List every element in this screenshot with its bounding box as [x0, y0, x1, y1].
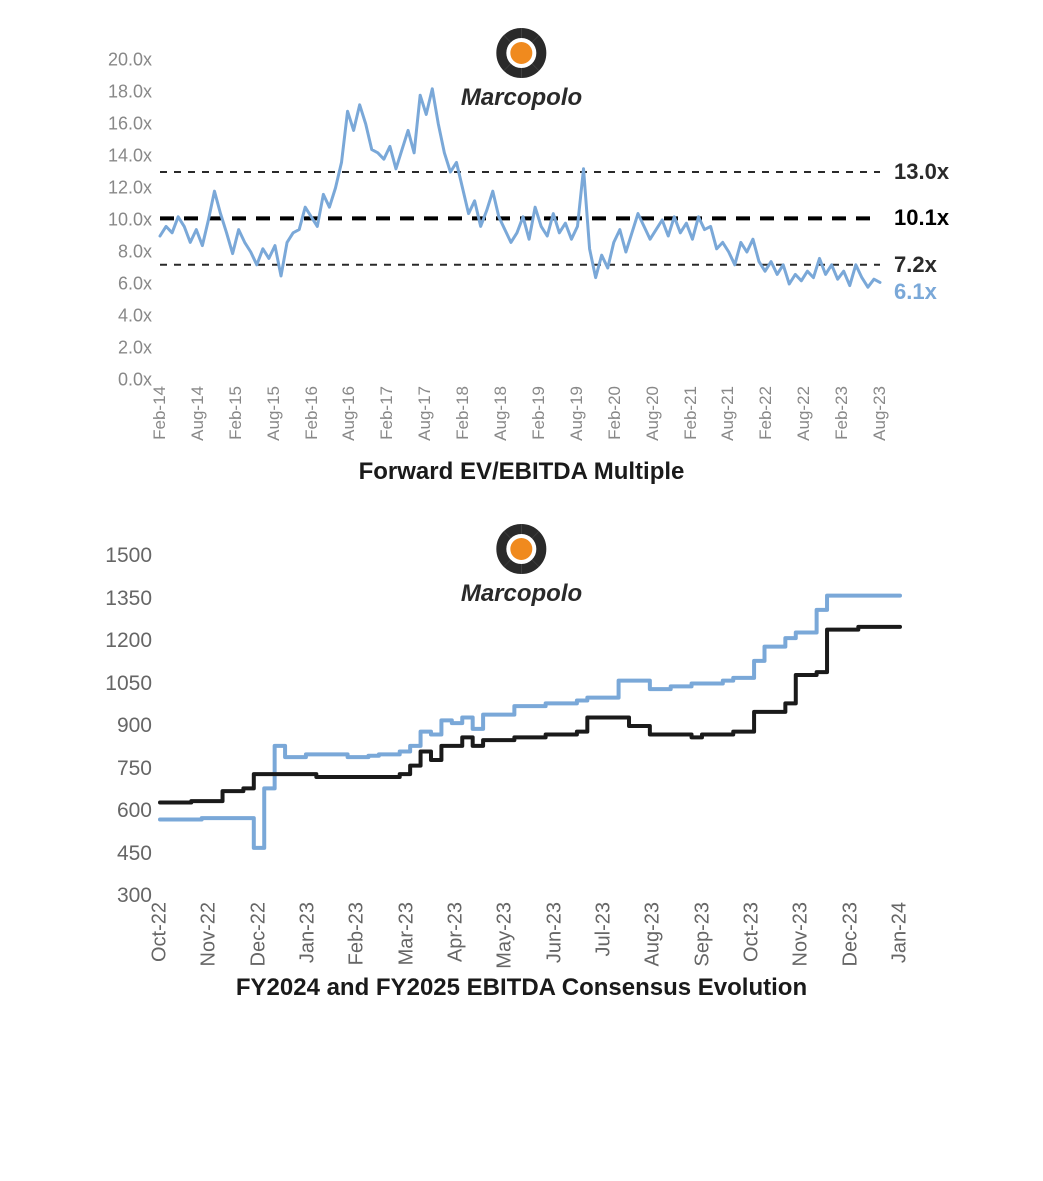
- y-tick: 450: [117, 842, 152, 866]
- logo-chart-2: Marcopolo: [461, 522, 582, 608]
- y-tick: 900: [117, 714, 152, 738]
- y-tick: 10.0x: [108, 210, 152, 231]
- y-tick: 1200: [105, 629, 152, 653]
- x-tick: Oct-22: [149, 902, 172, 962]
- y-tick: 1350: [105, 587, 152, 611]
- y-tick: 0.0x: [118, 370, 152, 391]
- x-tick: Apr-23: [445, 902, 468, 962]
- y-tick: 750: [117, 757, 152, 781]
- chart-1-container: Marcopolo 0.0x 2.0x 4.0x 6.0x 8.0x 10.0x 12.0x…: [60, 60, 983, 486]
- y-tick: 6.0x: [118, 274, 152, 295]
- x-tick: Feb-21: [681, 386, 701, 440]
- x-tick: Nov-22: [198, 902, 221, 966]
- y-tick: 16.0x: [108, 114, 152, 135]
- y-tick: 20.0x: [108, 50, 152, 71]
- x-tick: Aug-23: [642, 902, 665, 967]
- x-tick: Feb-19: [529, 386, 549, 440]
- x-tick: Aug-22: [794, 386, 814, 441]
- x-tick: Aug-19: [567, 386, 587, 441]
- x-tick: Jun-23: [543, 902, 566, 963]
- x-tick: Aug-14: [188, 386, 208, 441]
- x-tick: Feb-18: [453, 386, 473, 440]
- chart-1-title: Forward EV/EBITDA Multiple: [60, 458, 983, 486]
- y-tick: 2.0x: [118, 338, 152, 359]
- x-tick: Feb-14: [150, 386, 170, 440]
- y-tick: 8.0x: [118, 242, 152, 263]
- x-tick: Feb-16: [302, 386, 322, 440]
- x-tick: Sep-23: [691, 902, 714, 967]
- chart-2-container: Marcopolo 300450600750900105012001350150…: [60, 556, 983, 1002]
- x-tick: Dec-23: [839, 902, 862, 966]
- marcopolo-icon: [495, 26, 549, 80]
- x-tick: Oct-23: [741, 902, 764, 962]
- ref-line-label: 7.2x: [894, 252, 937, 278]
- logo-chart-1: Marcopolo: [461, 26, 582, 112]
- x-tick: Aug-21: [718, 386, 738, 441]
- x-tick: May-23: [494, 902, 517, 969]
- y-tick: 300: [117, 884, 152, 908]
- ref-line-label: 10.1x: [894, 205, 949, 231]
- x-tick: Jan-24: [889, 902, 912, 963]
- y-tick: 18.0x: [108, 82, 152, 103]
- x-tick: Feb-23: [346, 902, 369, 965]
- marcopolo-icon: [495, 522, 549, 576]
- y-tick: 1050: [105, 672, 152, 696]
- x-tick: Feb-15: [226, 386, 246, 440]
- y-tick: 12.0x: [108, 178, 152, 199]
- x-tick: Mar-23: [395, 902, 418, 965]
- x-tick: Aug-18: [491, 386, 511, 441]
- x-tick: Feb-23: [832, 386, 852, 440]
- x-tick: Aug-16: [339, 386, 359, 441]
- x-tick: Nov-23: [790, 902, 813, 966]
- ref-line-label: 13.0x: [894, 159, 949, 185]
- x-tick: Aug-15: [264, 386, 284, 441]
- y-tick: 600: [117, 799, 152, 823]
- y-tick: 14.0x: [108, 146, 152, 167]
- chart-2-title: FY2024 and FY2025 EBITDA Consensus Evolu…: [60, 974, 983, 1002]
- y-tick: 1500: [105, 544, 152, 568]
- x-tick: Feb-17: [377, 386, 397, 440]
- x-tick: Dec-22: [247, 902, 270, 966]
- y-tick: 4.0x: [118, 306, 152, 327]
- x-tick: Aug-23: [870, 386, 890, 441]
- brand-name: Marcopolo: [461, 84, 582, 112]
- x-tick: Feb-22: [756, 386, 776, 440]
- x-tick: Feb-20: [605, 386, 625, 440]
- end-value-label: 6.1x: [894, 279, 937, 305]
- x-tick: Jan-23: [297, 902, 320, 963]
- brand-name: Marcopolo: [461, 580, 582, 608]
- x-tick: Aug-20: [643, 386, 663, 441]
- x-tick: Aug-17: [415, 386, 435, 441]
- x-tick: Jul-23: [593, 902, 616, 956]
